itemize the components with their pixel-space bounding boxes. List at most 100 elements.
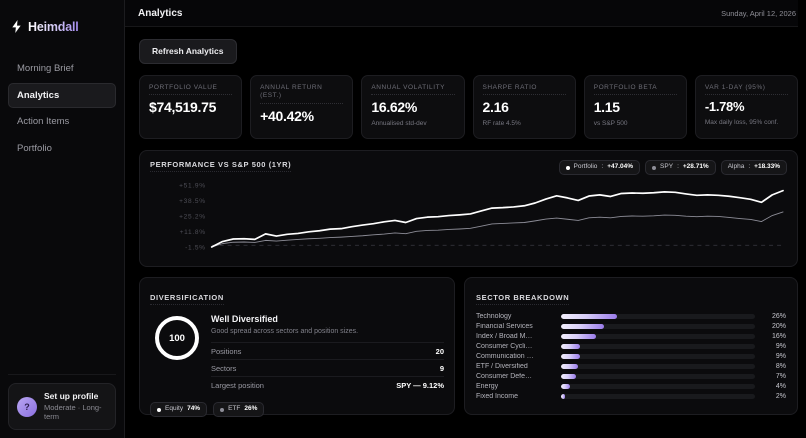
- sidebar-item-label: Analytics: [17, 89, 60, 101]
- y-axis-tick-label: +51.9%: [179, 182, 206, 189]
- metric-cards: PORTFOLIO VALUE $74,519.75 ANNUAL RETURN…: [139, 74, 799, 140]
- metric-value: 16.62%: [371, 99, 418, 116]
- sector-bar-track: [561, 394, 755, 400]
- metric-card-annual-return: ANNUAL RETURN (EST.) +40.42%: [250, 74, 354, 140]
- sector-row: Fixed Income 2%: [476, 393, 786, 400]
- metric-label: VAR 1-DAY (95%): [704, 84, 789, 96]
- chip-value: 26%: [244, 405, 258, 413]
- legend-item-spy[interactable]: SPY: +28.71%: [645, 160, 716, 175]
- sector-breakdown-panel: SECTOR BREAKDOWN Technology 26% Financial …: [464, 277, 798, 416]
- chart-line-portfolio: [212, 191, 783, 247]
- current-date: Sunday, April 12, 2026: [721, 8, 796, 18]
- content-scroll: Refresh Analytics PORTFOLIO VALUE $74,51…: [125, 27, 806, 438]
- sector-breakdown-title: SECTOR BREAKDOWN: [476, 293, 570, 306]
- sidebar-item-label: Portfolio: [17, 142, 52, 154]
- y-axis-tick-label: -1.5%: [185, 244, 206, 251]
- sector-bar-fill: [561, 354, 581, 360]
- metric-card-portfolio-beta: PORTFOLIO BETA 1.15 vs S&P 500: [583, 74, 687, 140]
- chip-value: 74%: [187, 405, 201, 413]
- sector-bar-fill: [561, 394, 566, 400]
- legend-item-portfolio[interactable]: Portfolio: +47.04%: [558, 160, 641, 175]
- chart-y-axis-labels: +51.9% +38.5% +25.2% +11.8% -1.5%: [179, 182, 206, 251]
- chip-etf[interactable]: ETF 26%: [213, 402, 265, 417]
- topbar: Analytics Sunday, April 12, 2026: [125, 0, 806, 27]
- stat-label: Positions: [211, 347, 242, 357]
- chart-legend: Portfolio: +47.04% SPY: +28.71% Alpha: +…: [558, 160, 787, 175]
- sidebar-item-morning-brief[interactable]: Morning Brief: [8, 56, 116, 82]
- legend-label: Portfolio: [573, 163, 598, 171]
- sector-percent: 2%: [775, 393, 786, 401]
- chart-plot-area: +51.9% +38.5% +25.2% +11.8% -1.5%: [150, 179, 787, 257]
- y-axis-tick-label: +38.5%: [179, 198, 206, 205]
- diversification-details: Well Diversified Good spread across sect…: [211, 314, 444, 393]
- legend-item-alpha[interactable]: Alpha: +18.33%: [720, 160, 787, 175]
- sector-bar-track: [561, 314, 755, 320]
- stat-label: Sectors: [211, 364, 237, 374]
- sidebar-item-analytics[interactable]: Analytics: [8, 82, 116, 108]
- sector-bar-fill: [561, 344, 581, 350]
- metric-sub: RF rate 4.5%: [482, 119, 521, 127]
- chip-label: Equity: [165, 405, 184, 413]
- legend-dot-spy: [652, 165, 657, 170]
- sector-percent: 20%: [771, 323, 786, 331]
- stat-value: 9: [439, 364, 444, 374]
- sector-bar-track: [561, 344, 755, 350]
- metric-value: 1.15: [593, 99, 620, 116]
- chip-equity[interactable]: Equity 74%: [150, 402, 208, 417]
- diversification-title: DIVERSIFICATION: [150, 293, 224, 306]
- chart-line-spy: [212, 212, 783, 247]
- bottom-row: DIVERSIFICATION 100 Well Diversified Goo…: [139, 277, 798, 417]
- chip-label: ETF: [228, 405, 241, 413]
- sector-name: Energy: [476, 383, 499, 391]
- metric-card-sharpe-ratio: SHARPE RATIO 2.16 RF rate 4.5%: [472, 74, 576, 140]
- stat-label: Largest position: [211, 381, 264, 391]
- sidebar-item-label: Morning Brief: [17, 63, 74, 74]
- sidebar-item-portfolio[interactable]: Portfolio: [8, 136, 116, 162]
- sector-bar-track: [561, 374, 755, 380]
- metric-sub: Max daily loss, 95% conf.: [704, 118, 779, 126]
- legend-label: Alpha: [727, 163, 745, 171]
- main-area: Analytics Sunday, April 12, 2026 Refresh…: [125, 0, 806, 438]
- sector-percent: 8%: [775, 363, 786, 371]
- diversification-score-ring: 100: [155, 316, 199, 361]
- sector-name: Index / Broad M…: [476, 333, 533, 341]
- sector-bar-track: [561, 354, 755, 360]
- sector-percent: 16%: [771, 333, 786, 341]
- sector-bar-fill: [561, 384, 570, 390]
- performance-chart-panel: PERFORMANCE VS S&P 500 (1YR) Portfolio: …: [139, 150, 798, 268]
- metric-card-portfolio-value: PORTFOLIO VALUE $74,519.75: [139, 74, 243, 140]
- sidebar-item-action-items[interactable]: Action Items: [8, 109, 116, 135]
- legend-value: +47.04%: [607, 163, 634, 171]
- sector-row: Communication … 9%: [476, 353, 786, 360]
- metric-value: 2.16: [482, 99, 509, 116]
- brand-name: Heimdall: [28, 19, 79, 34]
- sector-row: Energy 4%: [476, 383, 786, 390]
- refresh-analytics-button[interactable]: Refresh Analytics: [139, 39, 237, 64]
- profile-subtitle: Moderate · Long-term: [44, 402, 102, 422]
- metric-sub: Annualised std-dev: [371, 119, 427, 127]
- sector-bar-track: [561, 324, 755, 330]
- right-gutter: [798, 0, 806, 438]
- y-axis-tick-label: +25.2%: [179, 213, 206, 220]
- sector-bar-fill: [561, 314, 618, 320]
- diversification-body: 100 Well Diversified Good spread across …: [150, 314, 444, 393]
- sector-row: Index / Broad M… 16%: [476, 333, 786, 340]
- sector-name: Communication …: [476, 353, 534, 361]
- diversification-panel: DIVERSIFICATION 100 Well Diversified Goo…: [139, 277, 455, 417]
- stat-row-largest-position: Largest position SPY — 9.12%: [211, 376, 444, 393]
- metric-value: +40.42%: [260, 108, 314, 125]
- sector-row: Technology 26%: [476, 313, 786, 320]
- sector-name: Consumer Cycli…: [476, 343, 533, 351]
- metric-label: ANNUAL RETURN (EST.): [260, 84, 344, 105]
- sector-percent: 9%: [775, 353, 786, 361]
- setup-profile-card[interactable]: ? Set up profile Moderate · Long-term: [8, 383, 116, 430]
- sector-name: Fixed Income: [476, 393, 519, 401]
- sidebar: Heimdall Morning Brief Analytics Action …: [0, 0, 125, 438]
- allocation-chips: Equity 74% ETF 26%: [150, 402, 444, 417]
- sector-percent: 7%: [775, 373, 786, 381]
- metric-label: SHARPE RATIO: [482, 84, 566, 96]
- metric-sub: vs S&P 500: [593, 119, 628, 127]
- sector-bar-fill: [561, 364, 579, 370]
- question-icon: ?: [24, 401, 30, 412]
